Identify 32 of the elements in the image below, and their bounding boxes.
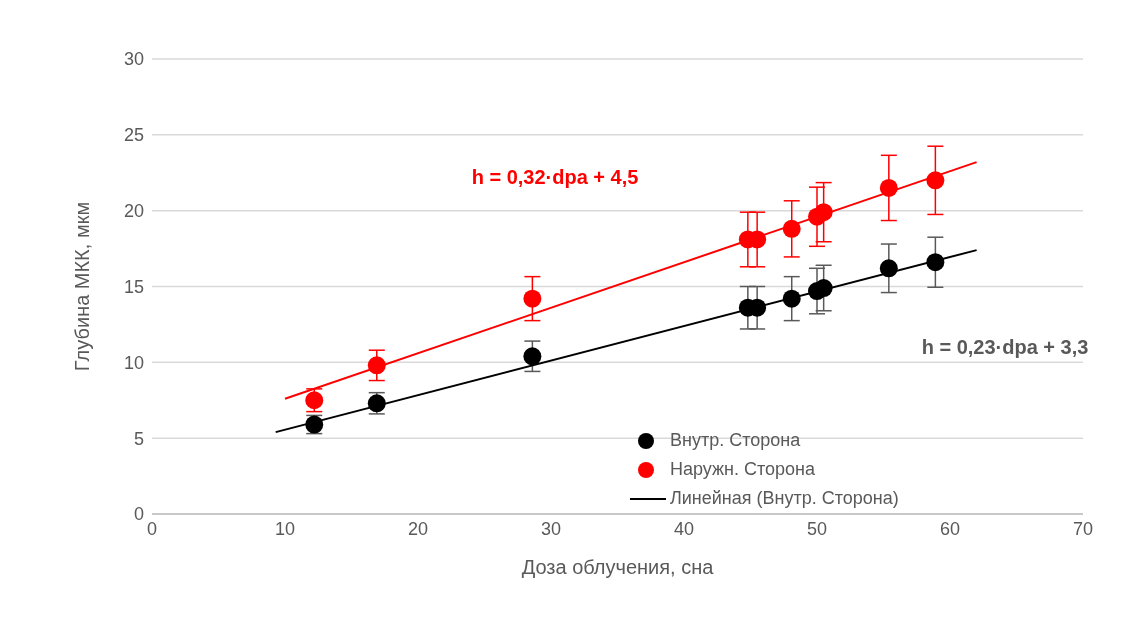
point bbox=[367, 356, 386, 375]
y-tick-label: 10 bbox=[123, 352, 144, 373]
legend-label: Внутр. Сторона bbox=[670, 429, 801, 452]
y-tick-label: 5 bbox=[133, 428, 144, 449]
x-tick-label: 30 bbox=[540, 518, 562, 539]
y-tick-label: 25 bbox=[123, 125, 144, 146]
point bbox=[879, 259, 898, 278]
point bbox=[523, 289, 542, 308]
y-tick-label: 0 bbox=[133, 504, 144, 525]
point bbox=[926, 253, 945, 272]
legend-label: Линейная (Внутр. Сторона) bbox=[670, 487, 899, 510]
x-tick-label: 40 bbox=[673, 518, 695, 539]
y-axis-title: Глубина МКК, мкм bbox=[71, 201, 94, 372]
point bbox=[879, 178, 898, 197]
x-tick-label: 20 bbox=[407, 518, 429, 539]
x-tick-label: 50 bbox=[806, 518, 828, 539]
point bbox=[782, 289, 801, 308]
y-tick-label: 20 bbox=[123, 201, 144, 222]
x-tick-label: 10 bbox=[274, 518, 296, 539]
x-axis-title: Доза облучения, сна bbox=[521, 556, 715, 578]
annotation: h = 0,23·dpa + 3,3 bbox=[921, 335, 1089, 359]
x-tick-label: 0 bbox=[146, 518, 158, 539]
legend-label: Наружн. Сторона bbox=[670, 458, 816, 481]
x-tick-label: 70 bbox=[1072, 518, 1094, 539]
annotation: h = 0,32·dpa + 4,5 bbox=[471, 165, 639, 189]
point bbox=[814, 203, 833, 222]
point bbox=[782, 219, 801, 238]
point bbox=[523, 347, 542, 366]
x-tick-label: 60 bbox=[939, 518, 961, 539]
y-tick-label: 30 bbox=[123, 49, 144, 70]
y-tick-label: 15 bbox=[123, 276, 144, 297]
point bbox=[926, 171, 945, 190]
